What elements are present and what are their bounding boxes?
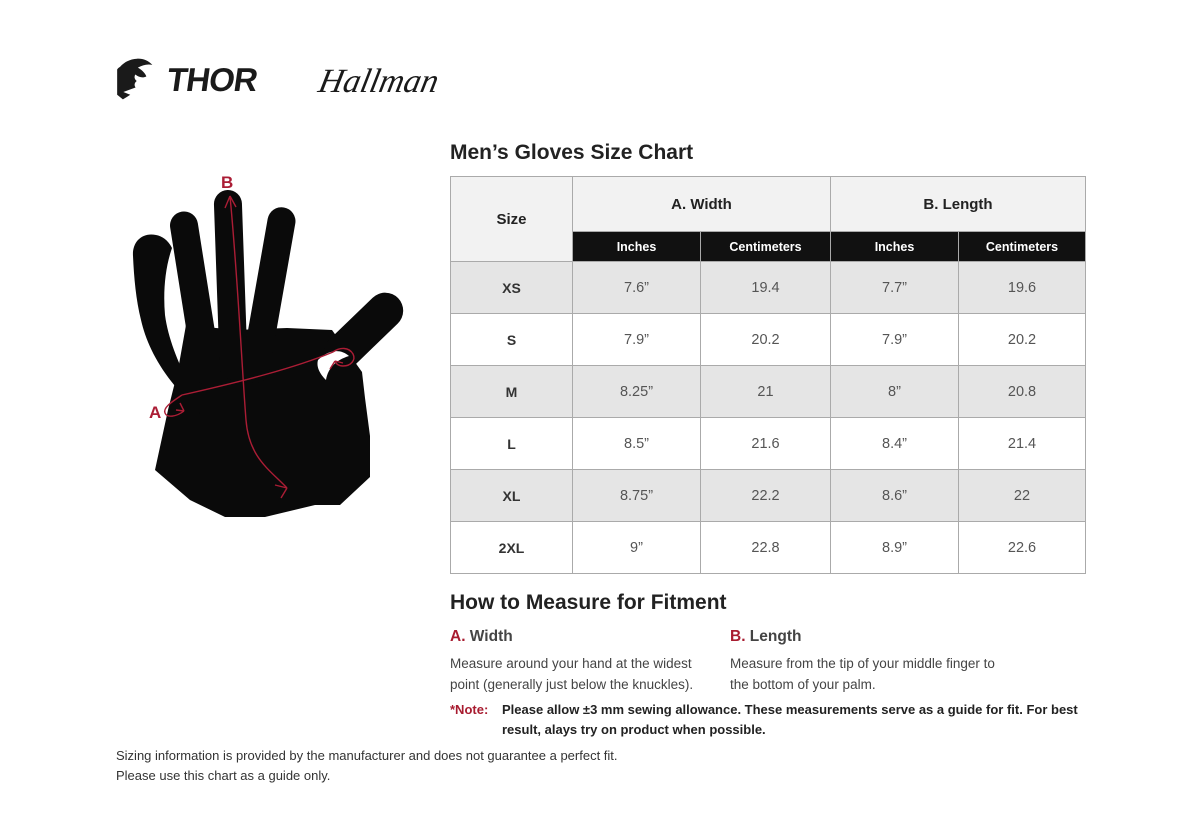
svg-text:B: B xyxy=(221,173,233,192)
svg-text:A: A xyxy=(149,403,161,422)
svg-text:THOR: THOR xyxy=(166,62,260,99)
svg-text:Hallman: Hallman xyxy=(314,62,442,100)
